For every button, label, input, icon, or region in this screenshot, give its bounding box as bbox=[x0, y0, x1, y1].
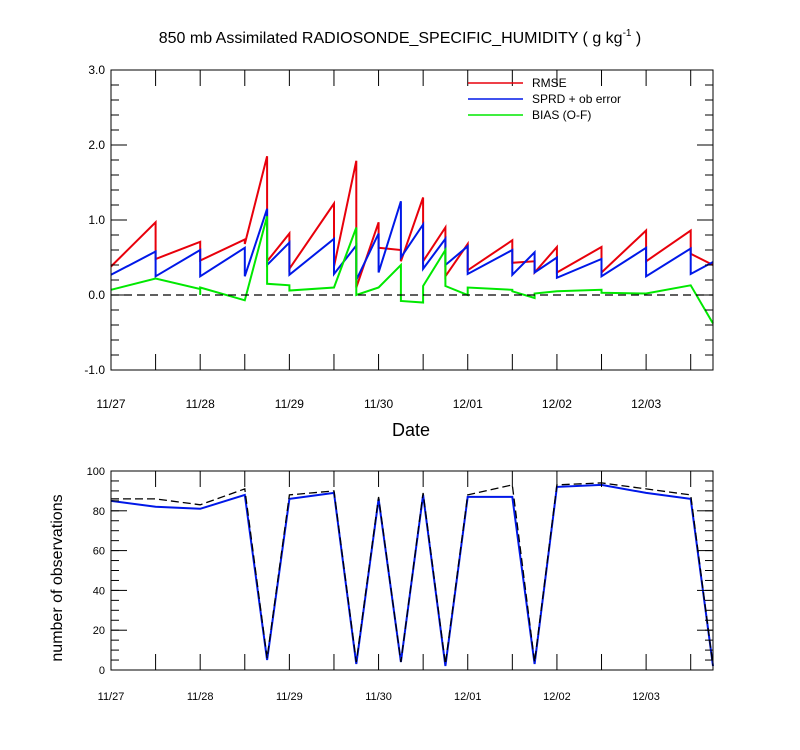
top-series-line-2 bbox=[110, 216, 714, 325]
top-series-group bbox=[110, 156, 714, 325]
top-y-tick-label: 0.0 bbox=[88, 288, 105, 302]
top-x-tick-label: 11/28 bbox=[186, 397, 215, 411]
bottom-y-axis-label: number of observations bbox=[49, 494, 66, 661]
bottom-x-tick-label: 11/28 bbox=[187, 691, 214, 703]
top-plot-frame bbox=[110, 69, 714, 371]
top-x-tick-label: 11/29 bbox=[275, 397, 304, 411]
top-x-tick-label: 11/30 bbox=[364, 397, 393, 411]
top-y-tick-label: -1.0 bbox=[84, 363, 105, 377]
bottom-x-tick-label: 11/27 bbox=[98, 691, 125, 703]
top-x-tick-label: 12/01 bbox=[453, 397, 483, 411]
top-x-tick-label: 12/02 bbox=[542, 397, 572, 411]
top-x-tick-label: 12/03 bbox=[631, 397, 661, 411]
bottom-series-group bbox=[110, 482, 714, 667]
bottom-x-tick-label: 11/30 bbox=[365, 691, 392, 703]
bottom-x-tick-labels: 11/27 11/28 11/29 11/30 12/01 12/02 12/03 bbox=[98, 691, 660, 703]
top-y-tick-label: 3.0 bbox=[88, 63, 105, 77]
top-x-tick-label: 11/27 bbox=[96, 397, 125, 411]
bottom-y-tick-label: 80 bbox=[93, 506, 105, 518]
bottom-y-tick-label: 40 bbox=[93, 585, 105, 597]
legend-label-0: RMSE bbox=[532, 76, 567, 90]
bottom-plot-frame bbox=[110, 470, 714, 671]
bottom-x-tick-label: 12/02 bbox=[543, 691, 571, 703]
chart-title: 850 mb Assimilated RADIOSONDE_SPECIFIC_H… bbox=[159, 28, 642, 47]
top-y-tick-labels: -1.0 0.0 1.0 2.0 3.0 bbox=[84, 63, 105, 377]
bottom-y-tick-label: 20 bbox=[93, 625, 105, 637]
top-y-tick-label: 1.0 bbox=[88, 213, 105, 227]
top-series-line-1 bbox=[110, 201, 714, 281]
x-axis-label: Date bbox=[392, 420, 430, 440]
bottom-y-tick-label: 0 bbox=[99, 665, 105, 677]
bottom-x-tick-label: 12/01 bbox=[454, 691, 482, 703]
bottom-y-tick-label: 100 bbox=[87, 466, 105, 478]
bottom-x-tick-label: 11/29 bbox=[276, 691, 303, 703]
bottom-x-tick-label: 12/03 bbox=[632, 691, 660, 703]
top-y-tick-label: 2.0 bbox=[88, 138, 105, 152]
bottom-series-line-1 bbox=[111, 482, 714, 667]
legend: RMSE SPRD + ob error BIAS (O-F) bbox=[468, 76, 621, 122]
top-series-line-0 bbox=[110, 156, 714, 288]
top-chart: -1.0 0.0 1.0 2.0 3.0 11/27 11/28 11/29 11/30 12/… bbox=[84, 63, 714, 440]
bottom-y-tick-label: 60 bbox=[93, 546, 105, 558]
legend-label-1: SPRD + ob error bbox=[532, 92, 621, 106]
bottom-y-tick-labels: 0 20 40 60 80 100 bbox=[87, 466, 105, 677]
top-ticks-group bbox=[110, 69, 713, 371]
top-x-tick-labels: 11/27 11/28 11/29 11/30 12/01 12/02 12/03 bbox=[96, 397, 661, 411]
legend-label-2: BIAS (O-F) bbox=[532, 108, 591, 122]
bottom-chart: 0 20 40 60 80 100 11/27 11/28 11/29 11/30 12/01 12… bbox=[49, 466, 714, 703]
bottom-ticks-group bbox=[110, 470, 713, 671]
